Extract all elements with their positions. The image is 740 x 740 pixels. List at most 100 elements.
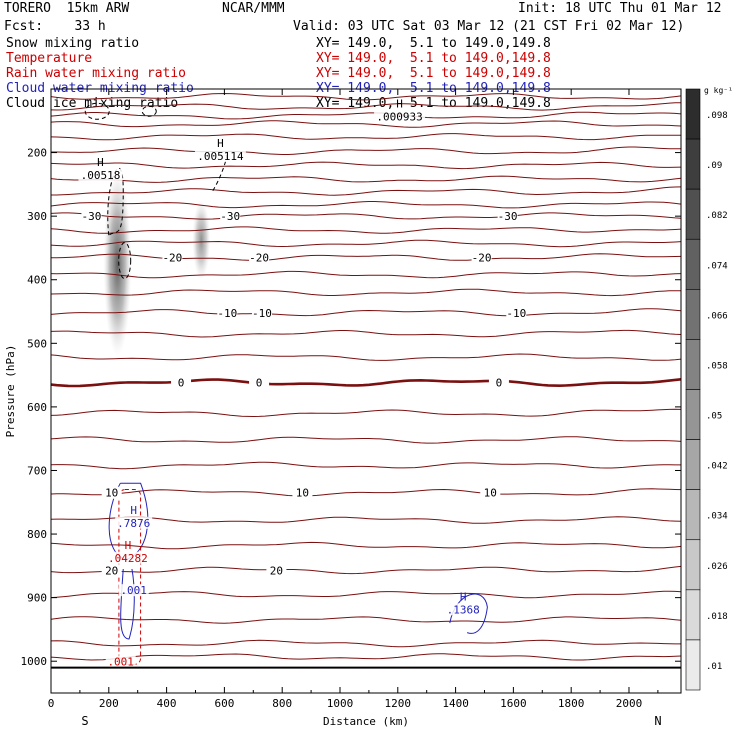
forecast-hour: Fcst: 33 h — [4, 19, 106, 34]
isotherm-line — [51, 590, 681, 599]
y-tick-label: 200 — [27, 147, 47, 160]
colorbar-swatch — [685, 238, 701, 290]
y-tick-label: 400 — [27, 274, 47, 287]
colorbar-label: .026 — [706, 562, 728, 572]
isotherm-label-bg — [220, 210, 241, 223]
field-xy-cloud-ice: XY= 149.0, 5.1 to 149.0,149.8 — [316, 96, 551, 111]
isotherm-line — [51, 516, 681, 524]
y-axis-label: Pressure (hPa) — [4, 345, 17, 438]
field-name-snow: Snow mixing ratio — [6, 36, 140, 51]
isotherm-line — [51, 226, 681, 234]
isotherm-line — [51, 653, 681, 661]
extremum-value: .001 — [120, 584, 147, 597]
isotherm-label: 10 — [296, 487, 309, 500]
isotherm-line — [51, 111, 681, 120]
isotherm-line — [51, 175, 681, 183]
colorbar-swatch — [685, 188, 701, 240]
ice-contour — [84, 102, 110, 120]
extremum-value: .04282 — [108, 552, 148, 565]
isotherm-line — [51, 308, 681, 317]
snow-contour — [118, 242, 132, 280]
isotherm-label-bg — [251, 306, 272, 319]
colorbar-label: .01 — [706, 662, 722, 672]
colorbar-swatch — [685, 389, 701, 440]
isotherm-line — [51, 92, 681, 101]
x-tick-label: 600 — [214, 697, 234, 710]
colorbar-label: .018 — [706, 612, 728, 622]
isotherm-label-bg — [480, 486, 501, 499]
init-time: Init: 18 UTC Thu 01 Mar 12 — [518, 1, 722, 16]
extremum-value: .7876 — [117, 517, 150, 530]
isotherm-label-bg — [506, 306, 527, 319]
extremum-value: .001 — [107, 655, 134, 668]
field-name-rain: Rain water mixing ratio — [6, 66, 187, 81]
field-xy-rain: XY= 149.0, 5.1 to 149.0,149.8 — [316, 66, 551, 81]
isotherm-label: 0 — [256, 377, 263, 390]
snow-shading-2 — [192, 200, 211, 280]
isotherm-line — [51, 488, 681, 497]
extremum-label-bg — [374, 110, 426, 123]
ice-contour — [141, 105, 157, 117]
isotherm-label: -30 — [498, 210, 518, 223]
isotherm-label: 10 — [105, 487, 118, 500]
isotherm-line — [51, 253, 681, 261]
extremum-symbol: H — [125, 539, 132, 552]
colorbar-swatch — [685, 439, 701, 490]
isotherm-line — [51, 120, 681, 128]
isotherm-line — [51, 436, 681, 444]
isotherm-line — [51, 408, 681, 418]
x-tick-label: 1000 — [327, 697, 354, 710]
isotherm-label-bg — [497, 210, 518, 223]
colorbar-label: .034 — [706, 512, 728, 522]
colorbar-label: .042 — [706, 462, 728, 472]
colorbar-swatch — [685, 539, 701, 591]
isotherm-label: -10 — [506, 307, 526, 320]
colorbar-label: .066 — [706, 311, 728, 321]
colorbar-swatch — [685, 289, 701, 340]
extremum-value: .005114 — [197, 150, 244, 163]
y-tick-label: 500 — [27, 337, 47, 350]
extremum-label-bg — [78, 169, 123, 182]
isotherm-line — [51, 353, 681, 361]
field-xy-temperature: XY= 149.0, 5.1 to 149.0,149.8 — [316, 51, 551, 66]
colorbar-label: .098 — [706, 111, 728, 121]
isotherm-line — [51, 329, 681, 338]
snow-contour — [107, 167, 124, 236]
y-tick-label: 1000 — [21, 655, 48, 668]
y-tick-label: 300 — [27, 210, 47, 223]
colorbar-swatch — [685, 639, 701, 691]
extremum-label-bg — [444, 603, 482, 616]
isotherm-label: -20 — [249, 251, 269, 264]
extremum-value: .00518 — [81, 169, 121, 182]
extremum-symbol: H — [460, 590, 467, 603]
isotherm-line — [51, 186, 681, 196]
colorbar-swatch — [685, 339, 701, 390]
x-tick-label: 1600 — [500, 697, 527, 710]
y-tick-label: 600 — [27, 401, 47, 414]
rain-contour — [118, 489, 142, 665]
plot-frame — [50, 88, 682, 694]
isotherm-label-bg — [266, 564, 287, 577]
x-tick-label: 800 — [272, 697, 292, 710]
extremum-symbol: H — [130, 504, 137, 517]
field-xy-snow: XY= 149.0, 5.1 to 149.0,149.8 — [316, 36, 551, 51]
isotherm-line — [51, 146, 681, 155]
x-axis-label: Distance (km) — [323, 715, 409, 728]
x-tick-label: 1400 — [442, 697, 469, 710]
y-tick-label: 900 — [27, 592, 47, 605]
isotherm-label: 0 — [496, 377, 503, 390]
colorbar-unit: g kg⁻¹ — [704, 86, 733, 95]
isotherm-line — [51, 239, 681, 248]
extremum-symbol: H — [217, 137, 224, 150]
snow-contour — [212, 155, 228, 191]
x-endpoint-right: N — [654, 714, 661, 728]
y-tick-label: 800 — [27, 528, 47, 541]
model-title: TORERO 15km ARW — [4, 1, 130, 16]
y-tick-label: 700 — [27, 464, 47, 477]
extremum-label-bg — [105, 551, 150, 564]
extremum-symbol: H — [396, 98, 403, 111]
isotherm-label: -10 — [217, 307, 237, 320]
x-tick-label: 0 — [48, 697, 55, 710]
isotherm-line — [51, 378, 681, 388]
isotherm-label: -10 — [252, 307, 272, 320]
